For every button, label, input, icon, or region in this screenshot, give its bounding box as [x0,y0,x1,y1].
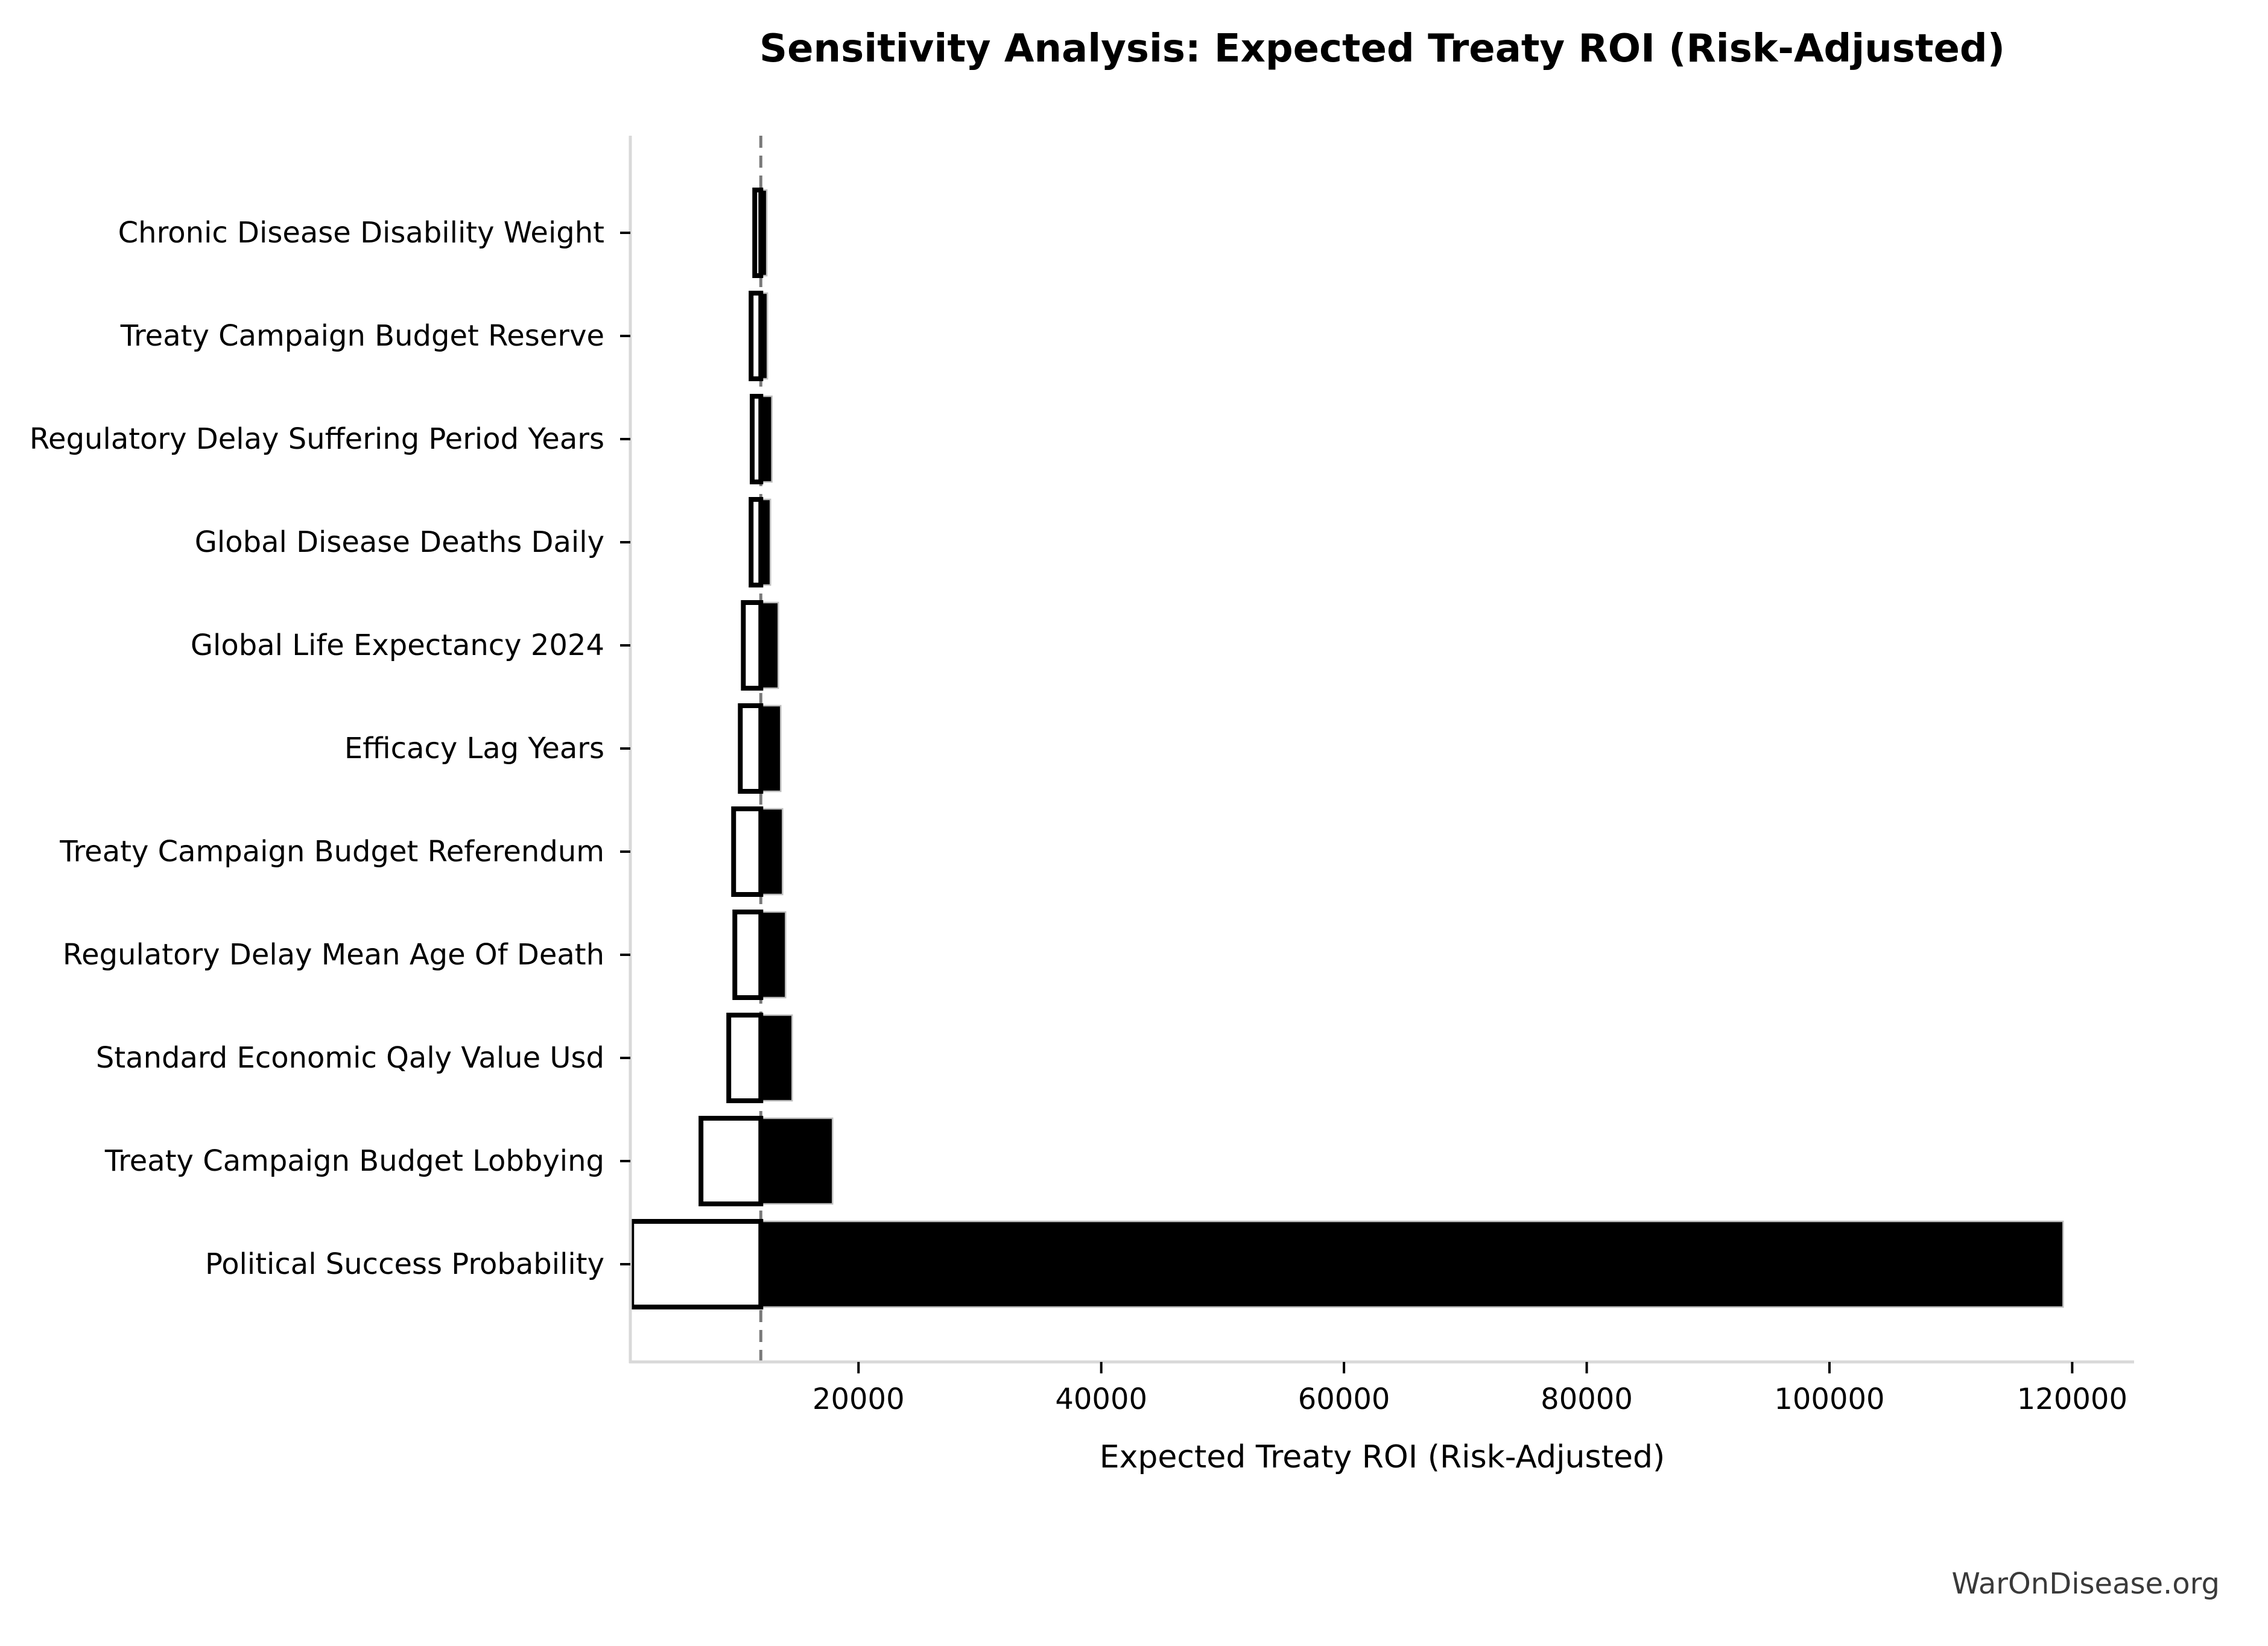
low-bar [726,1013,764,1103]
low-bar [749,291,764,381]
low-bar [749,497,764,587]
high-bar [760,704,782,793]
high-bar [760,1220,2064,1308]
low-bar [629,1219,764,1309]
high-bar [760,1117,834,1205]
y-axis-label: Treaty Campaign Budget Referendum [60,835,604,869]
y-axis-label: Treaty Campaign Budget Lobbying [104,1144,604,1178]
low-bar [750,394,764,484]
x-tick-label: 100000 [1774,1382,1885,1416]
low-bar [741,600,764,691]
x-tick-label: 20000 [812,1382,905,1416]
high-bar [760,808,784,896]
y-axis-label: Global Disease Deaths Daily [194,525,604,559]
low-bar [732,910,764,1000]
low-bar [698,1116,764,1206]
y-axis-label: Efficacy Lag Years [344,732,604,765]
y-axis-label: Global Life Expectancy 2024 [190,628,604,662]
chart-title: Sensitivity Analysis: Expected Treaty RO… [759,27,2005,71]
y-axis-label: Standard Economic Qaly Value Usd [95,1041,604,1075]
x-axis-title: Expected Treaty ROI (Risk-Adjusted) [1099,1439,1665,1475]
y-axis-label: Chronic Disease Disability Weight [118,216,604,250]
high-bar [760,911,787,999]
y-axis-label: Regulatory Delay Suffering Period Years [29,422,604,456]
x-tick-label: 60000 [1297,1382,1390,1416]
watermark: WarOnDisease.org [1951,1567,2220,1601]
high-bar [760,601,779,689]
y-axis-label: Treaty Campaign Budget Reserve [120,319,604,353]
low-bar [731,806,764,897]
y-axis-label: Political Success Probability [204,1247,604,1281]
x-tick-label: 80000 [1541,1382,1633,1416]
x-tick-label: 40000 [1055,1382,1148,1416]
low-bar [752,188,764,278]
low-bar [738,703,764,794]
high-bar [760,1014,793,1102]
y-axis-label: Regulatory Delay Mean Age Of Death [62,938,604,972]
x-tick-label: 120000 [2016,1382,2127,1416]
